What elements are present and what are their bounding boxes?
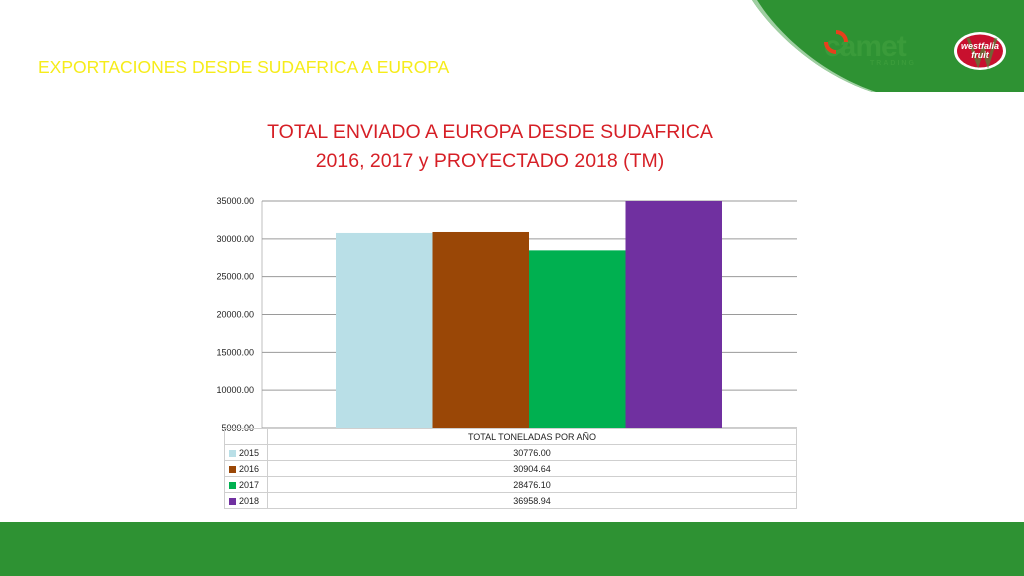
y-tick-label: 35000.00	[216, 196, 254, 206]
table-row: 2015 30776.00	[224, 444, 797, 461]
bar-2015	[336, 232, 433, 428]
camet-logo-word: camet	[824, 30, 907, 63]
table-row: 2016 30904.64	[224, 460, 797, 477]
table-value-2018: 36958.94	[267, 492, 797, 509]
chart-title-line-1: TOTAL ENVIADO A EUROPA DESDE SUDAFRICA	[267, 121, 713, 143]
header-band: LA PALTA HASS EN EL MUNDO EXPORTACIONES …	[0, 0, 1024, 92]
chart-title-line-2: 2016, 2017 y PROYECTADO 2018 (TM)	[315, 150, 665, 172]
table-value-2015: 30776.00	[267, 444, 797, 461]
legend-swatch	[229, 497, 236, 505]
data-table-header-row: TOTAL TONELADAS POR AÑO	[224, 428, 797, 445]
bar-2017	[529, 250, 626, 428]
legend-swatch	[229, 449, 236, 457]
footer-band	[0, 522, 1024, 576]
legend-entry-2016: 2016	[224, 460, 268, 477]
page-subtitle: EXPORTACIONES DESDE SUDAFRICA A EUROPA	[38, 57, 450, 77]
legend-label: 2016	[239, 463, 260, 474]
table-row: 2018 36958.94	[224, 492, 797, 509]
y-tick-label: 25000.00	[216, 272, 254, 282]
table-value-2017: 28476.10	[267, 476, 797, 493]
camet-swirl-icon	[824, 30, 848, 54]
data-table-corner	[224, 428, 268, 445]
y-tick-label: 10000.00	[216, 385, 254, 395]
westfalia-badge-icon	[954, 32, 1006, 70]
y-tick-label: 15000.00	[216, 347, 254, 357]
legend-swatch	[229, 481, 236, 489]
legend-swatch	[229, 465, 236, 473]
data-table-category-header: TOTAL TONELADAS POR AÑO	[267, 428, 797, 445]
legend-entry-2015: 2015	[224, 444, 268, 461]
legend-label: 2015	[239, 447, 260, 458]
bar-2018	[625, 201, 722, 428]
legend-label: 2017	[239, 479, 260, 490]
legend-label: 2018	[239, 495, 260, 506]
westfalia-logo-text: westfalia fruit	[960, 41, 1000, 60]
camet-logo-tagline: TRADING	[870, 60, 916, 67]
camet-logo: camet TRADING	[824, 30, 948, 72]
bar-2016	[432, 231, 529, 428]
westfalia-logo: westfalia fruit	[952, 30, 1008, 72]
page-title: LA PALTA HASS EN EL MUNDO	[36, 14, 503, 51]
table-value-2016: 30904.64	[267, 460, 797, 477]
y-tick-label: 30000.00	[216, 234, 254, 244]
header-shape	[0, 0, 1024, 92]
legend-entry-2017: 2017	[224, 476, 268, 493]
data-table: TOTAL TONELADAS POR AÑO 2015 30776.00 20…	[224, 428, 797, 509]
legend-entry-2018: 2018	[224, 492, 268, 509]
y-tick-label: 20000.00	[216, 310, 254, 320]
chart-title: TOTAL ENVIADO A EUROPA DESDE SUDAFRICA 2…	[200, 118, 780, 176]
table-row: 2017 28476.10	[224, 476, 797, 493]
